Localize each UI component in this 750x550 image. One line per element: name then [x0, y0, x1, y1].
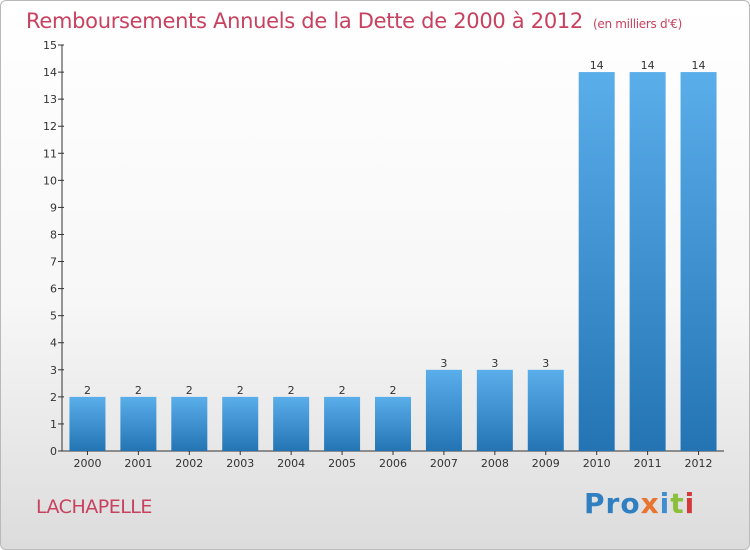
proxiti-logo: Proxiti [584, 487, 695, 520]
x-tick-label: 2005 [328, 457, 356, 470]
logo-part-1: Pro [584, 487, 641, 520]
bar [171, 396, 208, 451]
x-tick-label: 2006 [379, 457, 407, 470]
bar [527, 369, 564, 451]
bar-value-label: 14 [590, 59, 604, 72]
bar [222, 396, 259, 451]
x-tick-label: 2009 [532, 457, 560, 470]
bar-value-label: 2 [186, 384, 193, 397]
bar [476, 369, 513, 451]
x-tick-label: 2004 [277, 457, 305, 470]
x-tick-label: 2000 [73, 457, 101, 470]
y-tick-label: 2 [50, 391, 57, 404]
bar [629, 72, 666, 452]
bar [120, 396, 157, 451]
bar-value-label: 2 [237, 384, 244, 397]
y-tick-label: 8 [50, 228, 57, 241]
logo-part-4: t [670, 487, 685, 520]
bar-value-label: 3 [542, 357, 549, 370]
x-tick-label: 2011 [634, 457, 662, 470]
bar [578, 72, 615, 452]
x-tick-label: 2008 [481, 457, 509, 470]
chart-title: Remboursements Annuels de la Dette de 20… [26, 9, 682, 33]
y-tick-label: 9 [50, 201, 57, 214]
bar [69, 396, 106, 451]
x-tick-label: 2002 [175, 457, 203, 470]
bar [324, 396, 361, 451]
y-tick-label: 13 [43, 93, 57, 106]
y-tick-label: 0 [50, 445, 57, 458]
bar-value-label: 14 [641, 59, 655, 72]
logo-part-5: i [684, 487, 696, 520]
x-tick-label: 2010 [583, 457, 611, 470]
bar-value-label: 3 [440, 357, 447, 370]
x-tick-label: 2001 [124, 457, 152, 470]
logo-part-3: i [659, 487, 671, 520]
commune-name: LACHAPELLE [36, 496, 152, 518]
x-tick-label: 2012 [685, 457, 713, 470]
y-tick-label: 4 [50, 337, 57, 350]
chart-unit: (en milliers d'€) [593, 17, 683, 31]
bar-value-label: 2 [135, 384, 142, 397]
y-tick-label: 3 [50, 364, 57, 377]
chart-title-text: Remboursements Annuels de la Dette de 20… [26, 9, 583, 33]
y-tick-label: 6 [50, 283, 57, 296]
bar [680, 72, 717, 452]
bar [375, 396, 411, 451]
y-tick-label: 1 [50, 418, 57, 431]
y-tick-label: 7 [50, 256, 57, 269]
x-tick-label: 2003 [226, 457, 254, 470]
bar-value-label: 2 [84, 384, 91, 397]
y-tick-label: 15 [43, 39, 57, 52]
x-tick-label: 2007 [430, 457, 458, 470]
bar-value-label: 2 [339, 384, 346, 397]
bar-value-label: 2 [390, 384, 397, 397]
y-tick-label: 12 [43, 120, 57, 133]
bar [273, 396, 310, 451]
bar-value-label: 2 [288, 384, 295, 397]
y-tick-label: 10 [43, 174, 57, 187]
y-tick-label: 14 [43, 66, 57, 79]
bar [425, 369, 462, 451]
bar-value-label: 14 [692, 59, 706, 72]
y-tick-label: 11 [43, 147, 57, 160]
y-tick-label: 5 [50, 310, 57, 323]
logo-part-2: x [640, 487, 660, 520]
bar-value-label: 3 [491, 357, 498, 370]
